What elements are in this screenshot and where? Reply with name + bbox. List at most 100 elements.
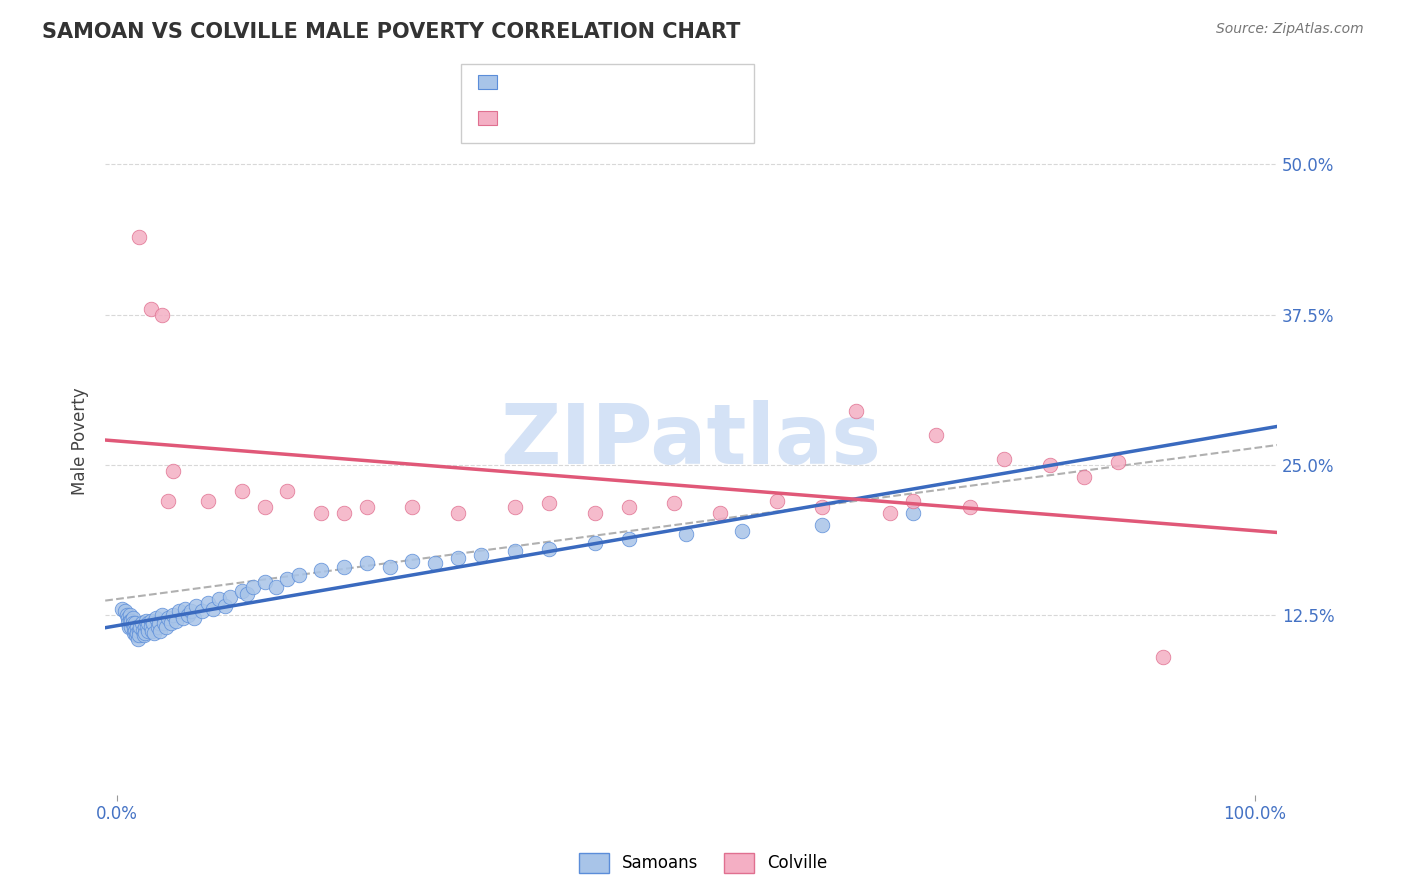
Point — [156, 611, 179, 625]
Text: R =: R = — [515, 109, 548, 127]
Point — [1073, 469, 1095, 483]
Point — [128, 628, 150, 642]
Point — [117, 616, 139, 631]
Point — [447, 506, 470, 520]
Point — [186, 599, 208, 614]
Point — [134, 620, 156, 634]
Point — [132, 628, 155, 642]
Point — [150, 308, 173, 322]
Point — [120, 607, 142, 622]
Point — [333, 506, 356, 520]
Point — [731, 524, 754, 538]
Point — [180, 604, 202, 618]
Point — [253, 575, 276, 590]
Point — [145, 611, 167, 625]
Point — [117, 611, 139, 625]
Point — [470, 548, 492, 562]
Point — [120, 620, 142, 634]
Point — [120, 614, 142, 628]
Point — [115, 607, 138, 622]
Point — [845, 403, 868, 417]
Point — [617, 532, 640, 546]
Point — [139, 620, 162, 634]
Point — [150, 607, 173, 622]
Point — [177, 607, 200, 622]
Point — [139, 614, 162, 628]
Point — [311, 564, 333, 578]
Point — [125, 626, 148, 640]
Point — [236, 587, 259, 601]
Point — [146, 620, 169, 634]
Point — [925, 427, 948, 442]
Point — [276, 572, 298, 586]
Point — [333, 559, 356, 574]
Point — [447, 551, 470, 566]
Point — [124, 624, 146, 638]
Point — [120, 614, 142, 628]
Text: N =: N = — [644, 73, 678, 91]
Point — [165, 614, 187, 628]
Point — [425, 556, 447, 570]
Point — [231, 484, 253, 499]
Point — [124, 616, 146, 631]
Point — [503, 500, 526, 514]
Point — [537, 541, 560, 556]
Point — [148, 616, 170, 631]
Point — [311, 506, 333, 520]
Text: 0.191: 0.191 — [553, 73, 603, 91]
Point — [141, 624, 163, 638]
Text: N =: N = — [644, 109, 678, 127]
Point — [183, 611, 205, 625]
Point — [129, 620, 152, 634]
Point — [125, 628, 148, 642]
Text: ZIPatlas: ZIPatlas — [501, 401, 882, 481]
Point — [136, 620, 159, 634]
Point — [132, 624, 155, 638]
Point — [122, 620, 145, 634]
Point — [122, 626, 145, 640]
Point — [1039, 458, 1062, 472]
Point — [709, 506, 731, 520]
Point — [191, 604, 214, 618]
Point — [378, 559, 401, 574]
Point — [242, 580, 264, 594]
Point — [231, 583, 253, 598]
Point — [121, 611, 143, 625]
Point — [401, 500, 423, 514]
Point — [197, 493, 219, 508]
Point — [253, 500, 276, 514]
Point — [287, 568, 309, 582]
Point — [214, 599, 236, 614]
Point — [219, 590, 242, 604]
Point — [160, 616, 183, 631]
Point — [959, 500, 981, 514]
Point — [118, 620, 141, 634]
Y-axis label: Male Poverty: Male Poverty — [72, 387, 89, 494]
Point — [138, 624, 160, 638]
Point — [1107, 455, 1129, 469]
Point — [114, 604, 136, 618]
Point — [125, 620, 148, 634]
Point — [172, 611, 194, 625]
Point — [142, 616, 165, 631]
Point — [617, 500, 640, 514]
Point — [401, 554, 423, 568]
Point — [202, 602, 225, 616]
Point — [128, 229, 150, 244]
Point — [131, 616, 153, 631]
Point — [135, 614, 157, 628]
Text: SAMOAN VS COLVILLE MALE POVERTY CORRELATION CHART: SAMOAN VS COLVILLE MALE POVERTY CORRELAT… — [42, 22, 741, 42]
Point — [356, 500, 378, 514]
Point — [111, 602, 134, 616]
Point — [162, 607, 184, 622]
Legend: Samoans, Colville: Samoans, Colville — [572, 847, 834, 880]
Point — [811, 517, 834, 532]
Text: 84: 84 — [676, 73, 699, 91]
Point — [197, 596, 219, 610]
Point — [138, 616, 160, 631]
Point — [121, 616, 143, 631]
Text: -0.031: -0.031 — [553, 109, 610, 127]
Point — [162, 464, 184, 478]
Point — [153, 616, 176, 631]
Point — [765, 493, 787, 508]
